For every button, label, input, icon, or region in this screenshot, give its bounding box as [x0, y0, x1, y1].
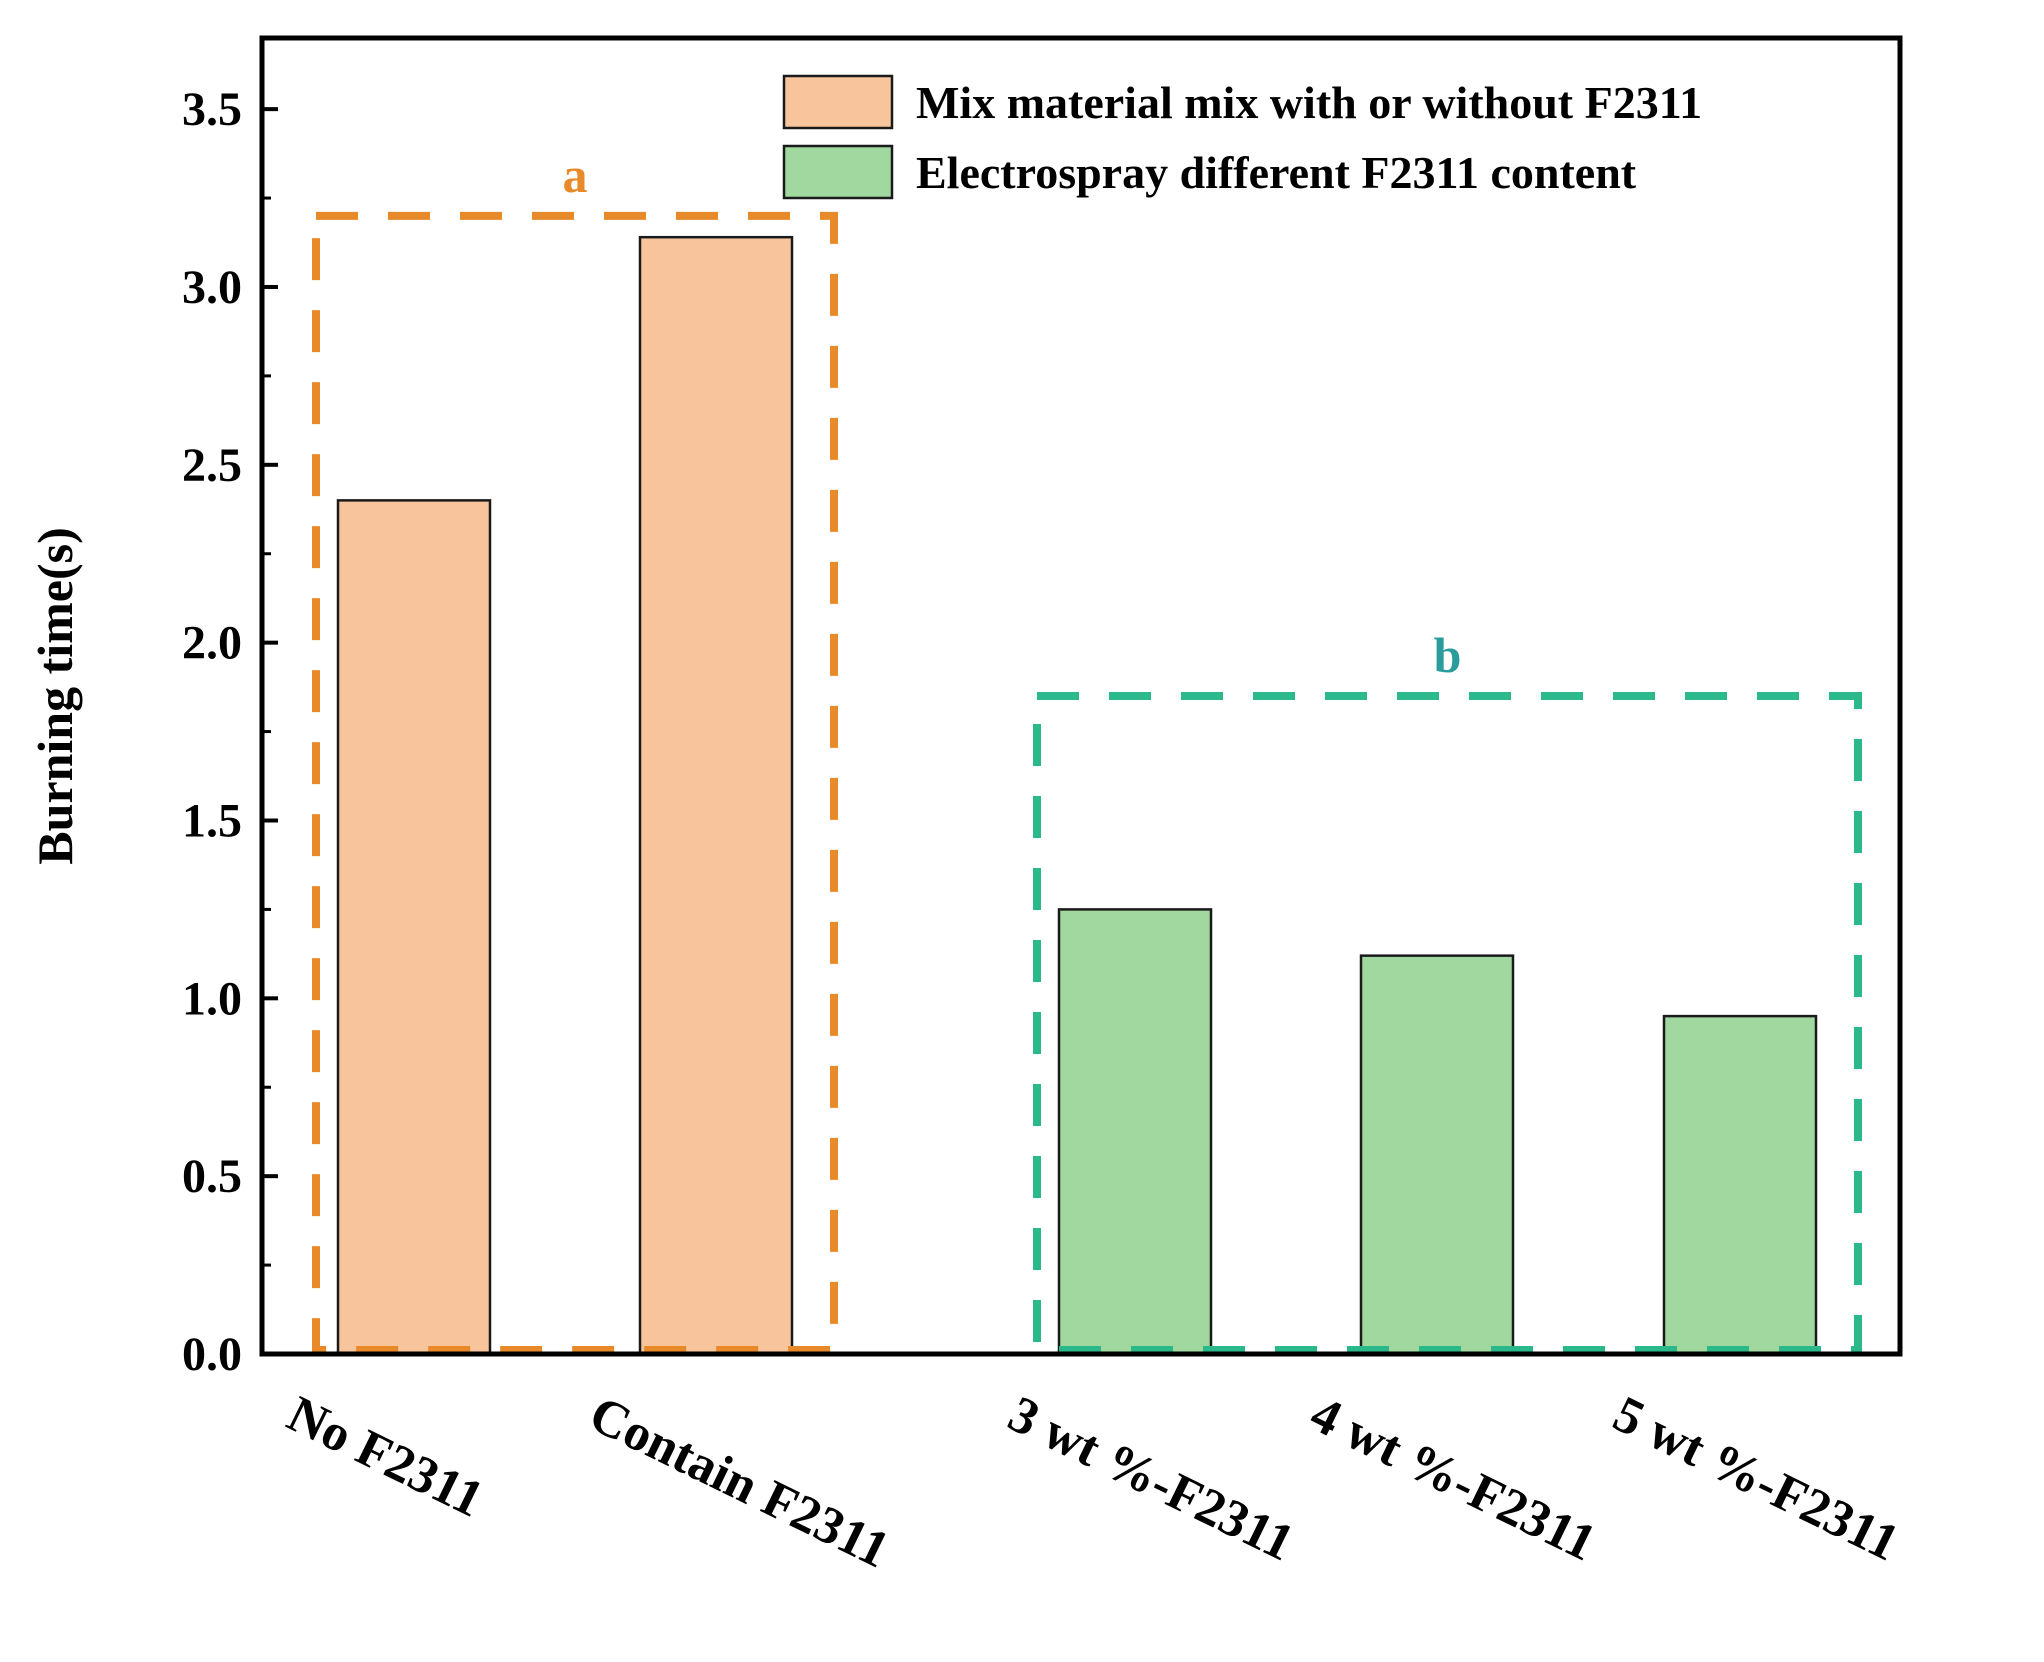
legend-swatch	[782, 74, 894, 130]
group-box-a	[312, 211, 838, 1354]
bar-4	[1359, 954, 1515, 1356]
y-tick-label: 0.5	[182, 1150, 242, 1203]
bar-2	[638, 235, 794, 1356]
group-box-b	[1033, 692, 1862, 1354]
x-category-label: 3 wt %-F2311	[1000, 1386, 1303, 1573]
x-category-label: Contain F2311	[581, 1386, 898, 1580]
y-tick-label: 1.5	[182, 794, 242, 847]
x-category-label: 5 wt %-F2311	[1605, 1386, 1908, 1573]
y-tick-label: 1.0	[182, 972, 242, 1025]
bar-3	[1057, 908, 1213, 1356]
bar-1	[336, 499, 492, 1356]
bar-5	[1662, 1014, 1818, 1356]
y-tick-label: 0.0	[182, 1328, 242, 1381]
group-boxes-layer: ab	[312, 147, 1862, 1354]
y-axis-title: Burning time(s)	[27, 527, 83, 865]
y-tick-label: 3.0	[182, 261, 242, 314]
bars-layer	[336, 235, 1818, 1356]
group-label-b: b	[1434, 627, 1462, 683]
legend-label: Mix material mix with or without F2311	[916, 77, 1702, 128]
axes-layer	[259, 35, 1903, 1357]
legend-label: Electrospray different F2311 content	[916, 147, 1637, 198]
y-tick-label: 2.5	[182, 439, 242, 492]
y-tick-label: 2.0	[182, 617, 242, 670]
x-category-label: No F2311	[279, 1386, 492, 1529]
legend: Mix material mix with or without F2311 El…	[782, 74, 1702, 200]
group-label-a: a	[563, 147, 588, 203]
y-tick-label: 3.5	[182, 83, 242, 136]
legend-swatch	[782, 144, 894, 200]
plot-frame	[259, 35, 1903, 1357]
x-category-label: 4 wt %-F2311	[1302, 1386, 1605, 1573]
